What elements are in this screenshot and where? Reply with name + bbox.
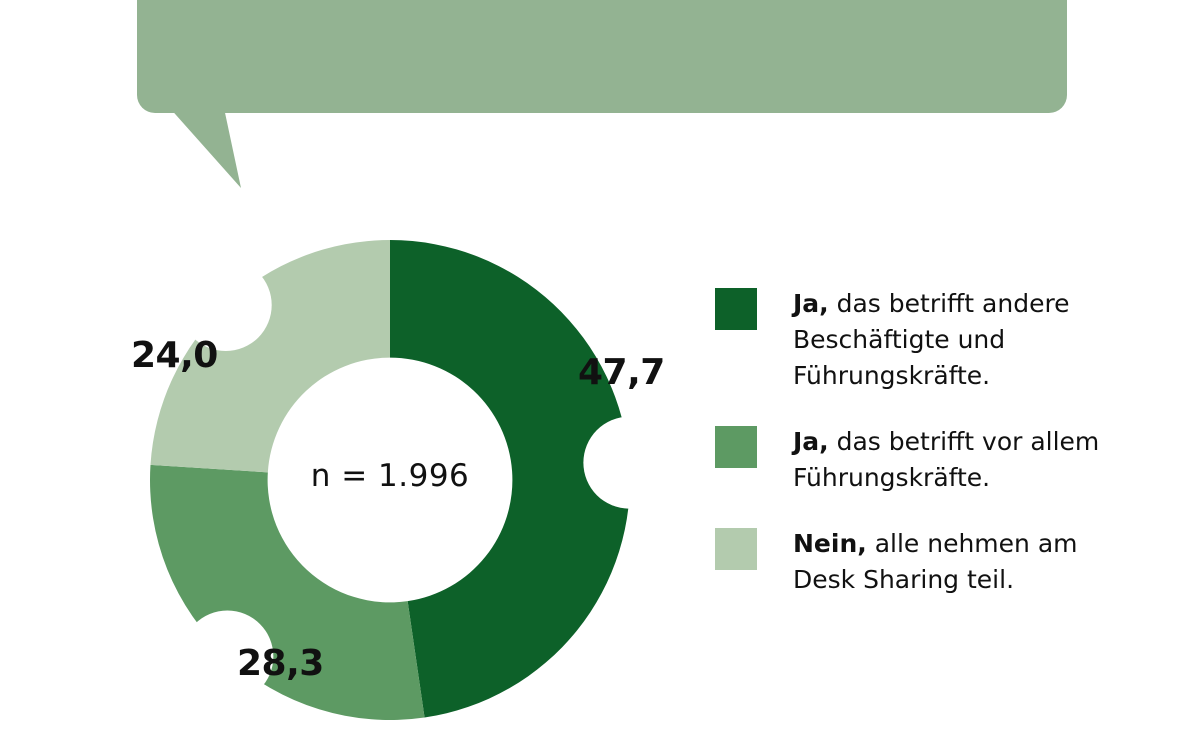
legend-label-1: Ja, das betrifft vor allem Führungskräft… bbox=[793, 424, 1123, 496]
donut-center-label: n = 1.996 bbox=[310, 458, 470, 494]
speech-bubble: die einen festen persönlichen Arbeitspla… bbox=[137, 0, 1067, 188]
legend-swatch-1 bbox=[715, 426, 757, 468]
slice-value-label-1: 28,3 bbox=[237, 643, 324, 684]
speech-bubble-body bbox=[137, 0, 1067, 113]
legend-label-0: Ja, das betrifft andere Beschäftigte und… bbox=[793, 286, 1123, 394]
donut-slices bbox=[150, 239, 631, 720]
legend-label-2-bold: Nein, bbox=[793, 529, 867, 558]
legend-label-0-bold: Ja, bbox=[793, 289, 829, 318]
slice-value-label-0: 47,7 bbox=[578, 352, 665, 393]
donut-slice-2[interactable] bbox=[150, 239, 390, 473]
donut-value-notch-2 bbox=[179, 259, 272, 352]
donut-chart-svg bbox=[150, 239, 676, 720]
donut-value-notch-0 bbox=[583, 416, 676, 509]
donut-slice-1[interactable] bbox=[150, 464, 425, 720]
legend-label-2-rest: alle nehmen am Desk Sharing teil. bbox=[793, 529, 1078, 594]
legend-label-0-rest: das betrifft andere Beschäftigte und Füh… bbox=[793, 289, 1070, 390]
legend-swatch-2 bbox=[715, 528, 757, 570]
legend-item-2: Nein, alle nehmen am Desk Sharing teil. bbox=[715, 526, 1135, 598]
legend-item-1: Ja, das betrifft vor allem Führungskräft… bbox=[715, 424, 1135, 496]
donut-slice-0[interactable] bbox=[390, 240, 631, 718]
speech-bubble-tail bbox=[168, 92, 248, 192]
slice-value-label-2: 24,0 bbox=[131, 335, 218, 376]
donut-chart: n = 1.996 bbox=[140, 230, 676, 730]
legend-swatch-0 bbox=[715, 288, 757, 330]
legend-label-2: Nein, alle nehmen am Desk Sharing teil. bbox=[793, 526, 1123, 598]
legend-label-1-rest: das betrifft vor allem Führungskräfte. bbox=[793, 427, 1100, 492]
chart-legend: Ja, das betrifft andere Beschäftigte und… bbox=[715, 286, 1135, 628]
legend-item-0: Ja, das betrifft andere Beschäftigte und… bbox=[715, 286, 1135, 394]
legend-label-1-bold: Ja, bbox=[793, 427, 829, 456]
